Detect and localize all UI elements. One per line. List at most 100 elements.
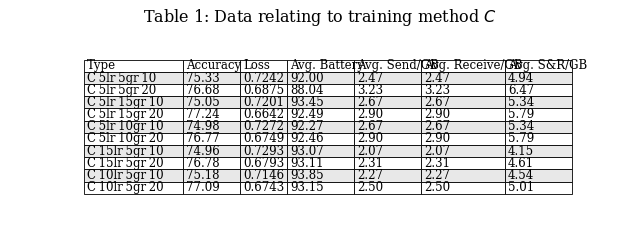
- Bar: [354, 60, 421, 72]
- Bar: [505, 169, 572, 182]
- Bar: [184, 169, 240, 182]
- Bar: [240, 72, 287, 84]
- Text: 3.23: 3.23: [424, 84, 450, 97]
- Bar: [287, 121, 354, 133]
- Text: 4.94: 4.94: [508, 72, 534, 85]
- Bar: [84, 109, 184, 121]
- Bar: [287, 109, 354, 121]
- Text: 3.23: 3.23: [357, 84, 383, 97]
- Text: Loss: Loss: [243, 59, 270, 72]
- Text: Avg. Receive/GB: Avg. Receive/GB: [424, 59, 522, 72]
- Text: Table 1: Data relating to training method $C$: Table 1: Data relating to training metho…: [143, 7, 497, 28]
- Text: 2.31: 2.31: [424, 157, 450, 170]
- Bar: [505, 72, 572, 84]
- Bar: [287, 84, 354, 96]
- Text: 2.07: 2.07: [424, 145, 450, 158]
- Text: 92.00: 92.00: [290, 72, 323, 85]
- Bar: [287, 169, 354, 182]
- Text: C 5lr 10gr 20: C 5lr 10gr 20: [87, 132, 164, 146]
- Text: 2.47: 2.47: [424, 72, 450, 85]
- Bar: [240, 84, 287, 96]
- Bar: [505, 96, 572, 109]
- Bar: [240, 60, 287, 72]
- Text: 0.7272: 0.7272: [243, 120, 284, 133]
- Text: 2.90: 2.90: [424, 108, 450, 121]
- Bar: [354, 109, 421, 121]
- Text: 2.67: 2.67: [424, 96, 450, 109]
- Bar: [287, 133, 354, 145]
- Bar: [84, 84, 184, 96]
- Text: 2.50: 2.50: [357, 181, 383, 194]
- Text: 2.67: 2.67: [424, 120, 450, 133]
- Bar: [354, 72, 421, 84]
- Text: 0.7146: 0.7146: [243, 169, 284, 182]
- Text: 77.24: 77.24: [186, 108, 220, 121]
- Text: Avg. S&R/GB: Avg. S&R/GB: [508, 59, 588, 72]
- Text: C 10lr 5gr 10: C 10lr 5gr 10: [87, 169, 164, 182]
- Bar: [354, 145, 421, 157]
- Text: 4.54: 4.54: [508, 169, 534, 182]
- Bar: [354, 169, 421, 182]
- Bar: [184, 182, 240, 194]
- Bar: [287, 72, 354, 84]
- Bar: [240, 109, 287, 121]
- Text: Avg. Send/GB: Avg. Send/GB: [357, 59, 438, 72]
- Text: Avg. Battery: Avg. Battery: [290, 59, 364, 72]
- Bar: [421, 157, 505, 169]
- Bar: [184, 96, 240, 109]
- Text: 88.04: 88.04: [290, 84, 323, 97]
- Text: 75.33: 75.33: [186, 72, 220, 85]
- Bar: [84, 169, 184, 182]
- Text: 76.78: 76.78: [186, 157, 220, 170]
- Bar: [240, 157, 287, 169]
- Bar: [84, 60, 184, 72]
- Text: 0.6743: 0.6743: [243, 181, 284, 194]
- Bar: [240, 169, 287, 182]
- Text: 76.77: 76.77: [186, 132, 220, 146]
- Bar: [84, 157, 184, 169]
- Text: 5.79: 5.79: [508, 108, 534, 121]
- Text: 0.7242: 0.7242: [243, 72, 284, 85]
- Bar: [505, 121, 572, 133]
- Bar: [421, 121, 505, 133]
- Text: 2.67: 2.67: [357, 96, 383, 109]
- Bar: [287, 60, 354, 72]
- Bar: [184, 145, 240, 157]
- Bar: [421, 60, 505, 72]
- Bar: [505, 60, 572, 72]
- Bar: [421, 109, 505, 121]
- Bar: [184, 121, 240, 133]
- Bar: [240, 145, 287, 157]
- Text: C 10lr 5gr 20: C 10lr 5gr 20: [87, 181, 164, 194]
- Text: C 5lr 15gr 10: C 5lr 15gr 10: [87, 96, 164, 109]
- Bar: [354, 121, 421, 133]
- Bar: [84, 182, 184, 194]
- Text: 0.7293: 0.7293: [243, 145, 284, 158]
- Text: 2.90: 2.90: [357, 132, 383, 146]
- Text: 5.79: 5.79: [508, 132, 534, 146]
- Bar: [287, 157, 354, 169]
- Text: 93.07: 93.07: [290, 145, 324, 158]
- Bar: [84, 133, 184, 145]
- Text: 2.27: 2.27: [424, 169, 450, 182]
- Bar: [184, 109, 240, 121]
- Bar: [421, 133, 505, 145]
- Bar: [184, 133, 240, 145]
- Text: 2.47: 2.47: [357, 72, 383, 85]
- Bar: [505, 145, 572, 157]
- Text: 0.6875: 0.6875: [243, 84, 284, 97]
- Bar: [505, 84, 572, 96]
- Text: 93.85: 93.85: [290, 169, 323, 182]
- Text: 4.61: 4.61: [508, 157, 534, 170]
- Text: 74.96: 74.96: [186, 145, 220, 158]
- Text: 6.47: 6.47: [508, 84, 534, 97]
- Text: 0.7201: 0.7201: [243, 96, 284, 109]
- Text: C 5lr 5gr 10: C 5lr 5gr 10: [87, 72, 156, 85]
- Text: 0.6642: 0.6642: [243, 108, 284, 121]
- Text: 75.05: 75.05: [186, 96, 220, 109]
- Bar: [84, 121, 184, 133]
- Text: 76.68: 76.68: [186, 84, 220, 97]
- Bar: [184, 72, 240, 84]
- Bar: [354, 157, 421, 169]
- Bar: [421, 72, 505, 84]
